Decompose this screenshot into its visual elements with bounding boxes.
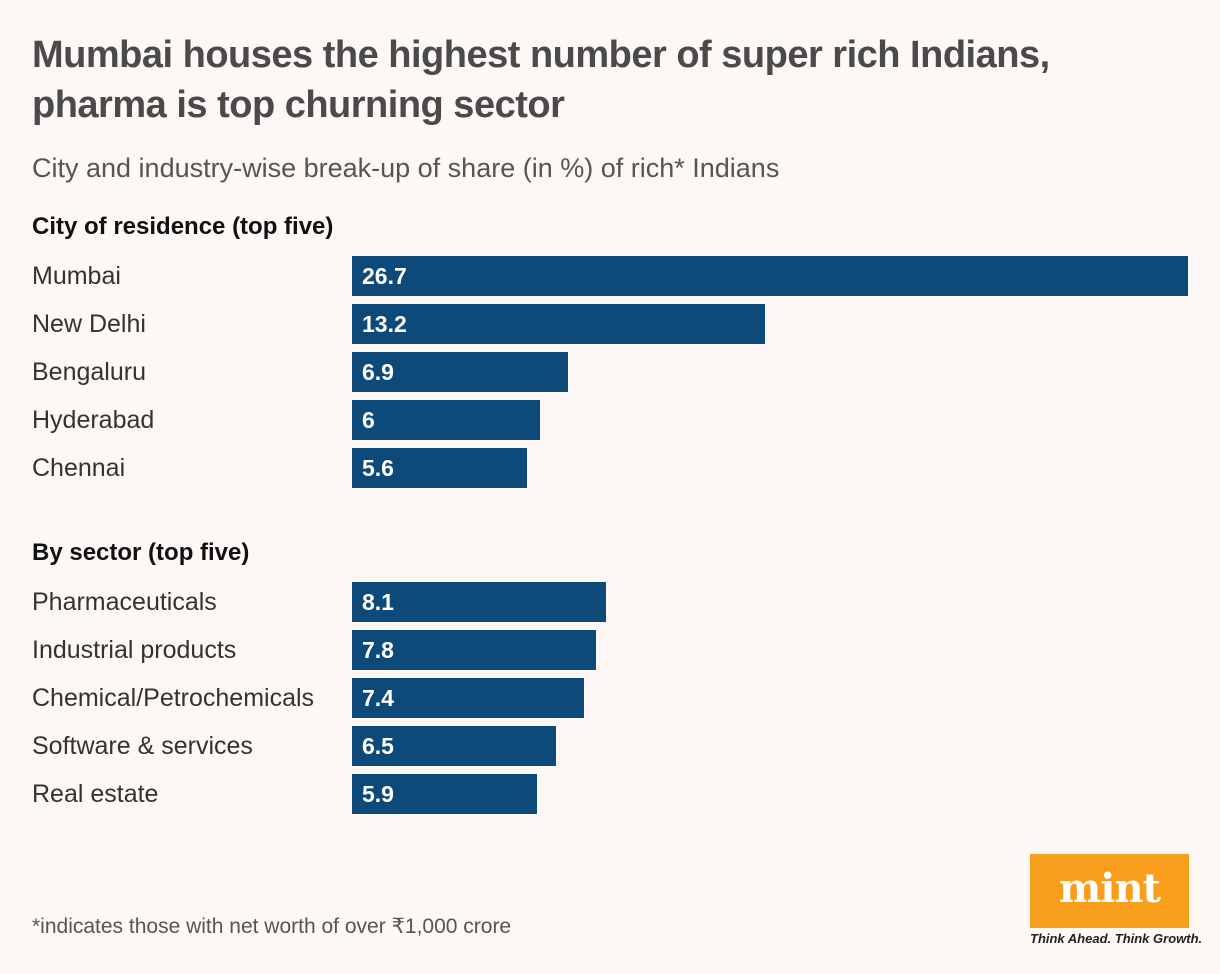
bar: 6.5 <box>352 726 556 766</box>
chart-subtitle: City and industry-wise break-up of share… <box>32 153 780 183</box>
bar-row: Industrial products 7.8 <box>0 630 1220 670</box>
bar-value-label: 6 <box>362 407 375 433</box>
bar-value-label: 7.4 <box>362 685 394 711</box>
bar: 5.6 <box>352 448 527 488</box>
bar-value-label: 5.9 <box>362 781 394 807</box>
bar-value-label: 13.2 <box>362 311 407 337</box>
bar-row: Chemical/Petrochemicals 7.4 <box>0 678 1220 718</box>
bar-value-label: 6.9 <box>362 359 394 385</box>
bar: 7.8 <box>352 630 596 670</box>
bar-value-label: 7.8 <box>362 637 394 663</box>
bar-row: Pharmaceuticals 8.1 <box>0 582 1220 622</box>
bar-value-label: 26.7 <box>362 263 407 289</box>
bar-value-label: 6.5 <box>362 733 394 759</box>
bar-row: Real estate 5.9 <box>0 774 1220 814</box>
bar-category-label: New Delhi <box>32 310 146 338</box>
bar-row: Chennai 5.6 <box>0 448 1220 488</box>
bar: 8.1 <box>352 582 606 622</box>
bar-value-label: 8.1 <box>362 589 394 615</box>
chart-title: Mumbai houses the highest number of supe… <box>32 34 1050 126</box>
bar: 26.7 <box>352 256 1188 296</box>
bar: 6.9 <box>352 352 568 392</box>
bar-value-label: 5.6 <box>362 455 394 481</box>
footnote: *indicates those with net worth of over … <box>32 915 512 938</box>
bar: 13.2 <box>352 304 765 344</box>
bar-category-label: Chemical/Petrochemicals <box>32 684 315 712</box>
sector-section-title: By sector (top five) <box>32 539 250 566</box>
bar-row: Software & services 6.5 <box>0 726 1220 766</box>
bar-category-label: Pharmaceuticals <box>32 588 217 616</box>
bar-row: Bengaluru 6.9 <box>0 352 1220 392</box>
city-section-title: City of residence (top five) <box>32 213 334 240</box>
bar-row: Hyderabad 6 <box>0 400 1220 440</box>
bar-category-label: Software & services <box>32 732 253 760</box>
bar: 6 <box>352 400 540 440</box>
mint-logo-text: mint <box>1058 865 1161 912</box>
bar: 7.4 <box>352 678 584 718</box>
bar-category-label: Chennai <box>32 454 126 482</box>
bar-category-label: Industrial products <box>32 636 237 664</box>
bar-category-label: Bengaluru <box>32 358 146 386</box>
mint-logo: mint <box>1030 854 1189 928</box>
bar-category-label: Real estate <box>32 780 159 808</box>
bar-category-label: Mumbai <box>32 262 121 290</box>
bar-category-label: Hyderabad <box>32 406 155 434</box>
bar-row: New Delhi 13.2 <box>0 304 1220 344</box>
bar-row: Mumbai 26.7 <box>0 256 1220 296</box>
bar: 5.9 <box>352 774 537 814</box>
mint-tagline: Think Ahead. Think Growth. <box>1030 931 1203 946</box>
